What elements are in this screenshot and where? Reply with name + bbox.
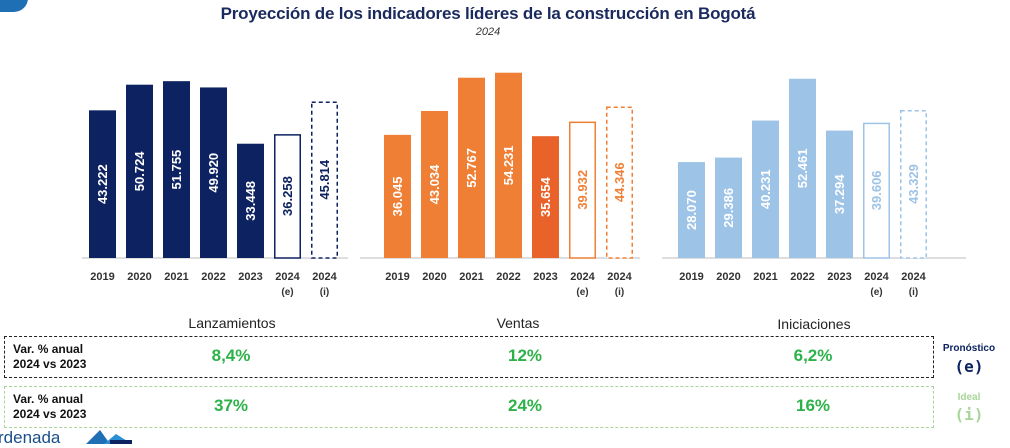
tick-label-0-3: 2022	[201, 271, 225, 283]
tick-label-0-4: 2023	[238, 271, 262, 283]
row-pronostico: Var. % anual 2024 vs 2023 8,4% 12% 6,2%	[4, 336, 934, 378]
bar-1-5	[569, 121, 596, 259]
bar-label-1-0: 36.045	[390, 177, 405, 217]
panel-label-lanzamientos: Lanzamientos	[188, 315, 276, 331]
chart-title: Proyección de los indicadores líderes de…	[220, 4, 756, 23]
tick-label-1-5: 2024	[570, 271, 595, 283]
bar-1-0	[384, 134, 411, 258]
bar-label-2-4: 37.294	[832, 174, 847, 215]
bar-2-3	[789, 78, 816, 259]
pronostico-lanzamientos-value: 8,4%	[211, 346, 251, 365]
tick-label-1-6: 2024	[607, 271, 632, 283]
bar-label-2-6: 43.329	[906, 164, 921, 204]
bar-1-6	[606, 106, 633, 259]
tick-label-0-6: 2024	[312, 271, 337, 283]
tick-label-1-3: 2022	[496, 271, 520, 283]
row-pronostico-label-line1: Var. % anual	[13, 342, 84, 356]
legend-ideal-code: (i)	[954, 405, 984, 424]
bar-label-0-1: 50.724	[132, 151, 147, 192]
tick-label-0-6-sub: (i)	[320, 287, 329, 298]
bar-label-2-1: 29.386	[721, 188, 736, 228]
bar-2-5	[863, 122, 890, 259]
bar-2-0	[678, 162, 705, 258]
row-pronostico-label: Var. % anual 2024 vs 2023	[13, 342, 86, 372]
panel-label-iniciaciones: Iniciaciones	[777, 316, 851, 332]
bar-0-4	[237, 143, 264, 258]
bar-0-3	[200, 87, 227, 258]
bar-0-0	[89, 110, 116, 259]
tick-label-0-0: 2019	[90, 271, 114, 283]
bar-label-0-2: 51.755	[169, 150, 184, 190]
tick-label-2-4: 2023	[827, 271, 851, 283]
bar-label-1-3: 54.231	[501, 145, 516, 185]
tick-label-0-1: 2020	[127, 271, 151, 283]
tick-label-2-5: 2024	[864, 271, 889, 283]
tick-label-2-5-sub: (e)	[870, 287, 882, 298]
bar-1-4	[532, 136, 559, 258]
legend-pronostico-code: (e)	[954, 357, 984, 376]
chart-subtitle: 2024	[475, 26, 501, 38]
tick-label-2-2: 2021	[753, 271, 777, 283]
bar-label-2-2: 40.231	[758, 169, 773, 209]
tick-label-1-1: 2020	[422, 271, 446, 283]
pronostico-iniciaciones-value: 6,2%	[793, 346, 833, 365]
legend-ideal-title: Ideal	[957, 392, 981, 403]
tick-label-1-6-sub: (i)	[615, 287, 624, 298]
row-ideal-label-line1: Var. % anual	[13, 392, 84, 406]
tick-label-2-3: 2022	[790, 271, 814, 283]
ideal-ventas-value: 24%	[507, 396, 543, 415]
bar-0-6	[311, 101, 338, 259]
footer-logo-icon	[86, 430, 132, 444]
bar-label-0-5: 36.258	[280, 176, 295, 216]
corner-tab-decoration	[0, 0, 28, 12]
footer-text: rdenada	[0, 428, 61, 447]
tick-label-1-5-sub: (e)	[576, 287, 588, 298]
tick-label-0-5: 2024	[275, 271, 300, 283]
bar-1-1	[421, 110, 448, 258]
bar-label-1-6: 44.346	[612, 162, 627, 202]
tick-label-2-1: 2020	[716, 271, 740, 283]
tick-label-2-6: 2024	[901, 271, 926, 283]
bar-label-1-4: 35.654	[538, 176, 553, 217]
bar-2-6	[900, 109, 927, 259]
tick-label-1-4: 2023	[533, 271, 557, 283]
bar-label-2-3: 52.461	[795, 148, 810, 188]
row-ideal: Var. % anual 2024 vs 2023 37% 24% 16%	[4, 386, 934, 428]
bar-0-5	[274, 134, 301, 259]
bar-2-4	[826, 130, 853, 258]
bar-label-2-5: 39.606	[869, 170, 884, 210]
panel-label-ventas: Ventas	[496, 315, 540, 331]
tick-label-0-5-sub: (e)	[281, 287, 293, 298]
bar-0-1	[126, 84, 153, 259]
bar-label-1-1: 43.034	[427, 164, 442, 205]
bar-1-2	[458, 77, 485, 258]
tick-label-1-2: 2021	[459, 271, 483, 283]
bar-label-1-2: 52.767	[464, 148, 479, 188]
bar-label-0-0: 43.222	[95, 164, 110, 204]
tick-label-1-0: 2019	[385, 271, 409, 283]
pronostico-ventas-value: 12%	[507, 346, 543, 365]
tick-label-2-6-sub: (i)	[909, 287, 918, 298]
bar-label-1-5: 39.932	[575, 170, 590, 210]
row-ideal-label: Var. % anual 2024 vs 2023	[13, 392, 86, 422]
bar-charts: 43.222 2019 50.724 2020 51.755 2021 49.920 2022…	[82, 72, 966, 298]
bar-2-1	[715, 157, 742, 258]
bar-label-0-3: 49.920	[206, 153, 221, 193]
bar-1-3	[495, 72, 522, 258]
ideal-iniciaciones-value: 16%	[795, 396, 831, 415]
ideal-lanzamientos-value: 37%	[213, 396, 249, 415]
bar-label-0-6: 45.814	[317, 159, 332, 200]
bar-0-2	[163, 81, 190, 259]
tick-label-0-2: 2021	[164, 271, 188, 283]
bar-label-0-4: 33.448	[243, 181, 258, 221]
row-ideal-label-line2: 2024 vs 2023	[13, 407, 87, 421]
row-pronostico-label-line2: 2024 vs 2023	[13, 357, 87, 371]
bar-label-2-0: 28.070	[684, 190, 699, 230]
legend-pronostico-title: Pronóstico	[942, 343, 996, 354]
bar-2-2	[752, 120, 779, 258]
tick-label-2-0: 2019	[679, 271, 703, 283]
